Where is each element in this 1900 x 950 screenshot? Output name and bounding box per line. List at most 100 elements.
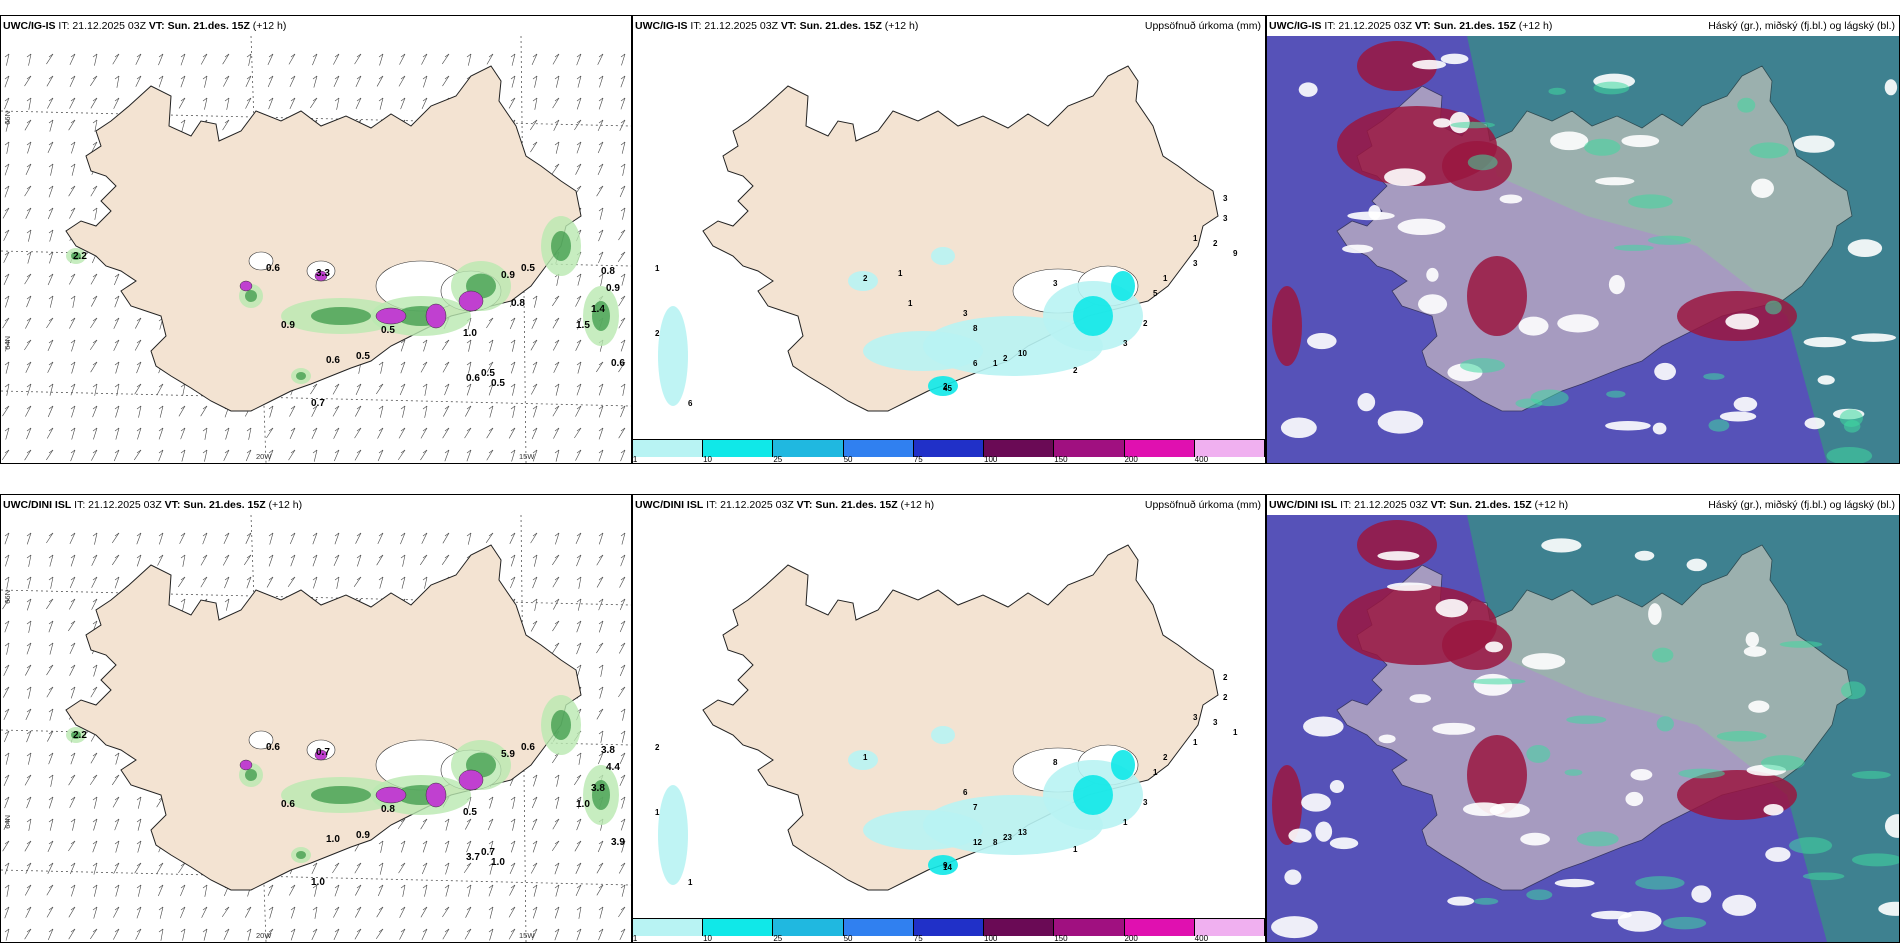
wind-value-label: 0.6 xyxy=(466,373,480,384)
wind-value-label: 0.7 xyxy=(316,747,330,758)
wind-value-label: 2.2 xyxy=(73,730,87,741)
wind-value-label: 3.7 xyxy=(466,852,480,863)
colorbar-swatch xyxy=(1194,440,1265,457)
wind-value-label: 1.4 xyxy=(591,304,605,315)
wind-value-label: 0.9 xyxy=(356,830,370,841)
colorbar-tick: 10 xyxy=(703,455,713,464)
precip-value-label: 2 xyxy=(1163,753,1168,762)
panel-title: UWC/IG-IS IT: 21.12.2025 03Z VT: Sun. 21… xyxy=(1269,20,1553,32)
precip-value-label: 3 xyxy=(1143,798,1148,807)
iceland-landmass xyxy=(65,544,582,891)
colorbar-swatch xyxy=(984,919,1055,936)
precip-value-label: 23 xyxy=(1003,833,1012,842)
wind-value-label: 1.0 xyxy=(576,799,590,810)
colorbar-tick: 75 xyxy=(913,934,923,943)
colorbar-swatch xyxy=(703,440,774,457)
wind-value-label: 1.0 xyxy=(311,877,325,888)
precip-colorbar: 1 10 25 50 75 100 150 200 400 xyxy=(633,439,1265,463)
precip-value-label: 9 xyxy=(943,861,948,870)
wind-value-label: 0.8 xyxy=(601,266,615,277)
colorbar-tick: 10 xyxy=(703,934,713,943)
colorbar-tick: 100 xyxy=(984,934,998,943)
axis-label-lon20: 20W xyxy=(256,452,272,461)
precip-value-label: 3 xyxy=(1193,259,1198,268)
axis-label-lon15: 15W xyxy=(519,452,535,461)
precip-value-label: 3 xyxy=(1193,713,1198,722)
colorbar-swatch xyxy=(843,440,914,457)
precip-value-label: 8 xyxy=(1053,758,1058,767)
precip-value-label: 45 xyxy=(943,384,952,393)
precip-value-label: 3 xyxy=(1223,194,1228,203)
colorbar-swatch xyxy=(773,440,844,457)
precip-value-label: 1 xyxy=(1163,274,1168,283)
axis-label-lat64: 64N xyxy=(3,815,12,829)
colorbar-swatch xyxy=(633,440,704,457)
precip-value-label: 14 xyxy=(943,863,952,872)
colorbar-tick: 400 xyxy=(1194,934,1209,943)
precip-value-label: 9 xyxy=(1233,249,1238,258)
wind-value-label: 1.0 xyxy=(463,328,477,339)
precip-value-label: 1 xyxy=(688,878,693,887)
axis-label-lat66: 66N xyxy=(3,111,12,125)
wind-value-label: 0.7 xyxy=(311,398,325,409)
precip-value-label: 1 xyxy=(1123,818,1128,827)
precip-value-label: 12 xyxy=(973,838,982,847)
axis-label-lat64: 64N xyxy=(3,336,12,350)
wind-value-label: 2.2 xyxy=(73,251,87,262)
precip-value-label: 1 xyxy=(863,753,868,762)
precip-value-label: 1 xyxy=(898,269,903,278)
snow-cores xyxy=(239,749,484,808)
panel-title: UWC/DINI ISL IT: 21.12.2025 03Z VT: Sun.… xyxy=(3,499,303,511)
panel-title: UWC/IG-IS IT: 21.12.2025 03Z VT: Sun. 21… xyxy=(3,20,287,32)
precip-value-label: 6 xyxy=(973,359,978,368)
axis-label-lon15: 15W xyxy=(519,931,535,940)
map-panel-wind-dini: UWC/DINI ISL IT: 21.12.2025 03Z VT: Sun.… xyxy=(0,494,632,943)
colorbar-tick: 100 xyxy=(984,455,998,464)
colorbar-tick: 1 xyxy=(632,455,638,464)
map-panel-cloud-dini: UWC/DINI ISL IT: 21.12.2025 03Z VT: Sun.… xyxy=(1266,494,1900,943)
precip-value-label: 2 xyxy=(1223,693,1228,702)
precip-value-label: 3 xyxy=(963,309,968,318)
wind-value-label: 0.6 xyxy=(266,742,280,753)
wind-value-label: 0.6 xyxy=(266,263,280,274)
iceland-landmass xyxy=(65,65,582,412)
colorbar-swatch xyxy=(1194,919,1265,936)
precip-value-label: 2 xyxy=(943,382,948,391)
map-panel-cloud-igis: UWC/IG-IS IT: 21.12.2025 03Z VT: Sun. 21… xyxy=(1266,15,1900,464)
colorbar-swatch xyxy=(1054,440,1125,457)
precip-shading xyxy=(658,726,1143,885)
precip-value-label: 7 xyxy=(973,803,978,812)
precip-value-label: 10 xyxy=(1018,349,1027,358)
colorbar-tick: 1 xyxy=(632,934,638,943)
wind-value-label: 0.5 xyxy=(463,807,477,818)
precip-shading xyxy=(658,247,1143,406)
axis-label-lon20: 20W xyxy=(256,931,272,940)
wind-value-label: 0.5 xyxy=(491,378,505,389)
wind-value-label: 0.6 xyxy=(326,355,340,366)
precip-value-label: 2 xyxy=(1003,354,1008,363)
colorbar-swatch xyxy=(913,440,985,457)
wind-value-label: 0.9 xyxy=(501,270,515,281)
precip-value-label: 1 xyxy=(655,808,660,817)
colorbar-tick: 25 xyxy=(773,455,783,464)
precip-value-label: 2 xyxy=(1213,239,1218,248)
precip-value-label: 1 xyxy=(1193,738,1198,747)
wind-value-label: 1.0 xyxy=(491,857,505,868)
precip-value-label: 6 xyxy=(963,788,968,797)
colorbar-tick: 150 xyxy=(1054,455,1068,464)
panel-variable-label: Uppsöfnuð úrkoma (mm) xyxy=(1144,20,1261,32)
colorbar-swatch xyxy=(913,919,985,936)
wind-value-label: 0.8 xyxy=(381,804,395,815)
colorbar-swatch xyxy=(984,440,1055,457)
precip-value-label: 1 xyxy=(655,264,660,273)
wind-value-label: 3.8 xyxy=(601,745,615,756)
wind-value-label: 1.5 xyxy=(576,320,590,331)
wind-value-label: 5.9 xyxy=(501,749,515,760)
precip-value-label: 1 xyxy=(1193,234,1198,243)
wind-value-label: 0.6 xyxy=(611,358,625,369)
wind-value-label: 3.8 xyxy=(591,783,605,794)
precip-value-label: 2 xyxy=(1223,673,1228,682)
precip-value-label: 8 xyxy=(993,838,998,847)
